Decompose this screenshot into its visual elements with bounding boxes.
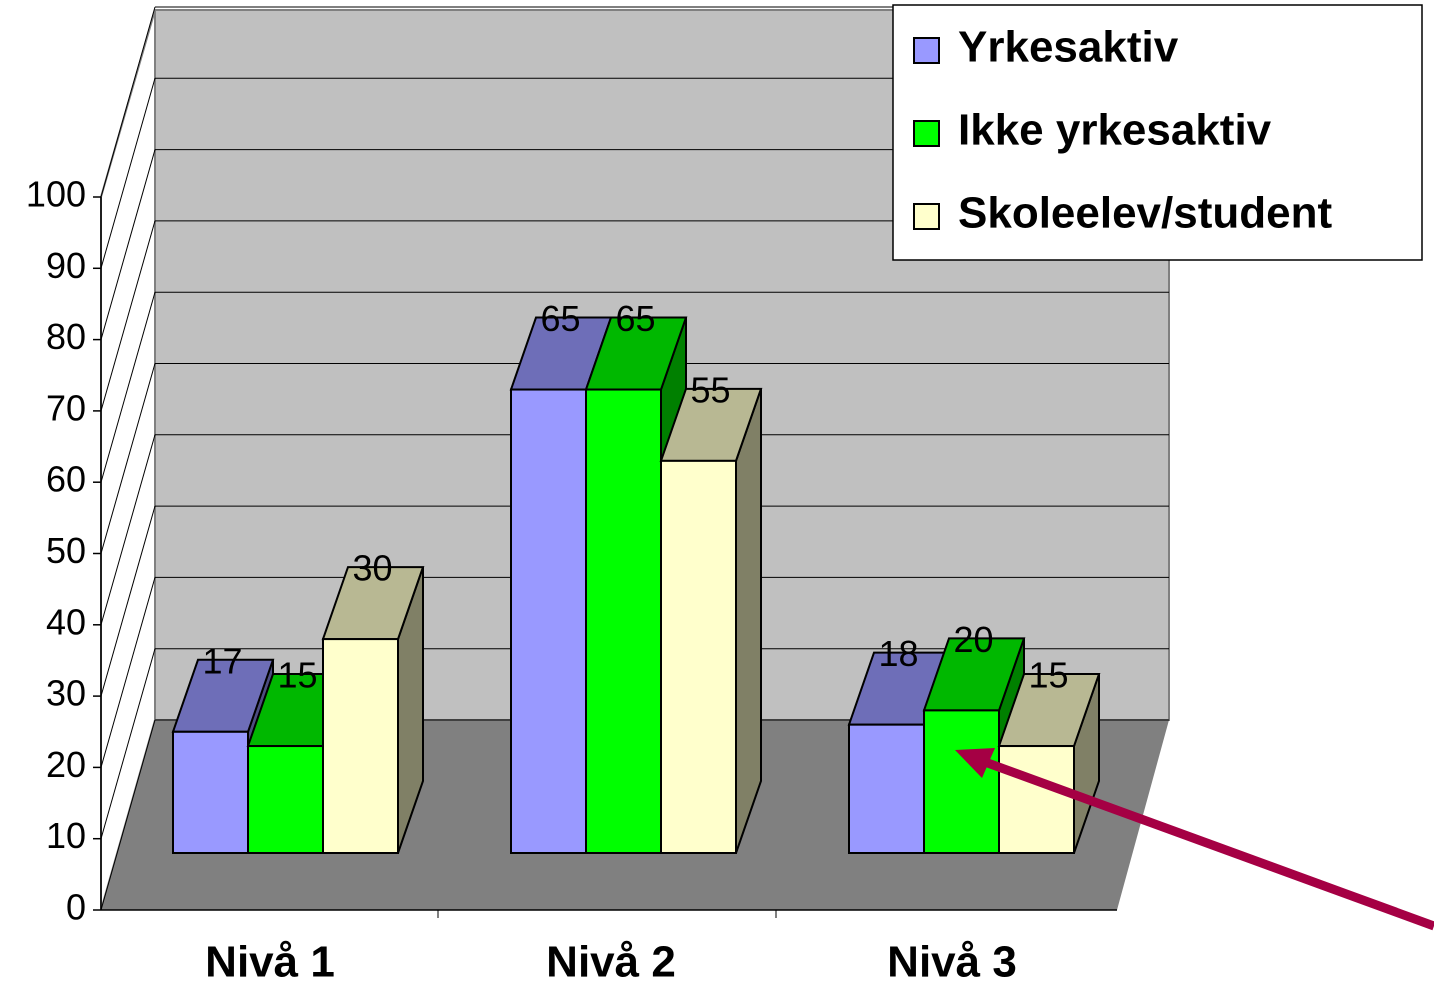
bar-front — [585, 388, 662, 854]
grid-line-side — [100, 149, 156, 340]
y-tick-label: 40 — [46, 601, 86, 642]
legend-label: Yrkesaktiv — [958, 23, 1179, 72]
bar-front — [247, 745, 324, 854]
y-tick-label: 70 — [46, 387, 86, 428]
bar-front — [998, 745, 1075, 854]
bar-front — [172, 730, 249, 854]
y-tick-label: 0 — [66, 887, 86, 928]
y-tick-label: 50 — [46, 530, 86, 571]
data-label: 65 — [615, 298, 655, 339]
bar-front — [660, 459, 737, 854]
x-tick-label: Nivå 1 — [205, 938, 335, 987]
x-tick-label: Nivå 2 — [546, 938, 676, 987]
legend-label: Skoleelev/student — [958, 189, 1332, 238]
y-tick-label: 10 — [46, 815, 86, 856]
data-label: 17 — [202, 640, 242, 681]
grid-line-side — [100, 505, 156, 697]
bar-front — [322, 638, 399, 854]
bar — [659, 387, 763, 854]
bar-front — [510, 388, 587, 854]
y-tick-label: 90 — [46, 245, 86, 286]
data-label: 18 — [878, 633, 918, 674]
y-tick-label: 80 — [46, 316, 86, 357]
legend-box — [892, 4, 1423, 261]
grid-line-side — [100, 363, 156, 554]
grid-line-side — [100, 719, 156, 911]
legend-swatch — [913, 37, 940, 64]
bar — [997, 673, 1101, 854]
data-label: 15 — [277, 655, 317, 696]
bar-front — [923, 709, 1000, 855]
bar — [321, 566, 425, 854]
grid-line-side — [100, 292, 156, 483]
legend-swatch — [913, 203, 940, 230]
bar-side — [735, 388, 762, 854]
arrow-shaft — [983, 757, 1434, 931]
y-tick-label: 30 — [46, 673, 86, 714]
y-tick-label: 20 — [46, 744, 86, 785]
grid-line-side — [100, 78, 156, 269]
data-label: 30 — [352, 548, 392, 589]
arrow-head — [955, 748, 995, 778]
y-tick-label: 60 — [46, 459, 86, 500]
y-tick-label: 100 — [26, 174, 86, 215]
grid-line-side — [100, 220, 156, 412]
bar-front — [848, 723, 925, 854]
legend-label: Ikke yrkesaktiv — [958, 106, 1272, 155]
data-label: 55 — [690, 369, 730, 410]
annotation-arrow — [955, 748, 1434, 931]
grid-line-side — [100, 434, 156, 625]
data-label: 20 — [953, 619, 993, 660]
grid-line-side — [100, 6, 156, 198]
x-tick-label: Nivå 3 — [887, 938, 1017, 987]
grid-line-side — [100, 577, 156, 768]
data-label: 15 — [1028, 655, 1068, 696]
grid-line-side — [100, 648, 156, 839]
data-label: 65 — [540, 298, 580, 339]
legend-swatch — [913, 120, 940, 147]
